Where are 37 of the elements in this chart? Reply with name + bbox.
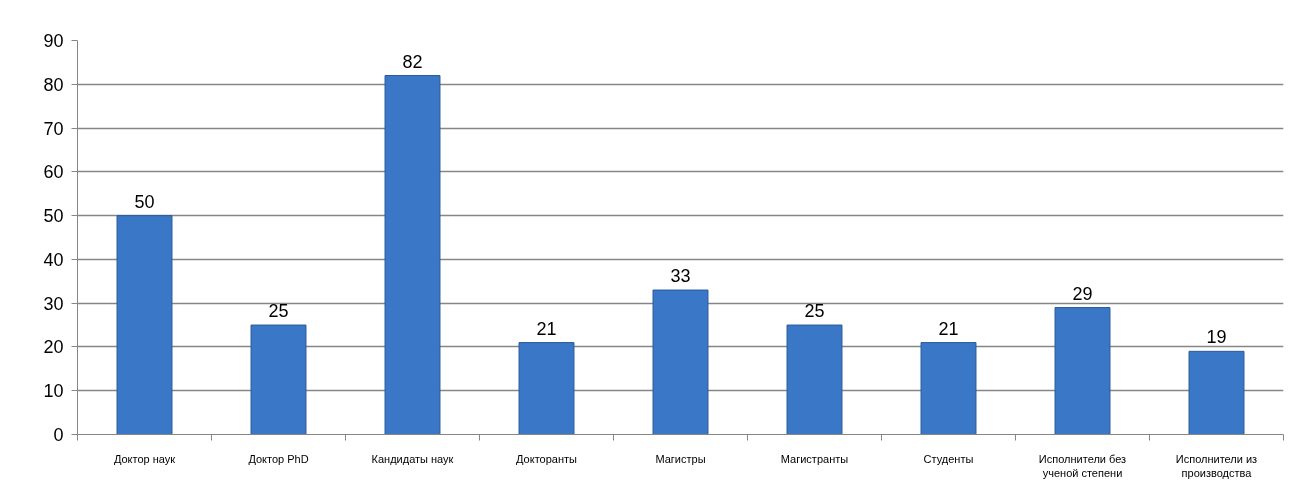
bar <box>652 289 709 435</box>
x-tick-label: Магистранты <box>780 452 849 465</box>
y-tick-label: 40 <box>43 249 64 270</box>
y-tick-label: 60 <box>43 162 64 183</box>
x-tick-label: Исполнители из производства <box>1175 452 1258 479</box>
y-tick-label: 70 <box>43 118 64 139</box>
y-tick-label: 20 <box>43 337 64 358</box>
y-tick-label: 10 <box>43 381 64 402</box>
y-tick-label: 80 <box>43 74 64 95</box>
bar <box>250 324 307 435</box>
x-tick-label: Доктор PhD <box>248 452 309 465</box>
x-tick-label: Кандидаты наук <box>371 452 454 465</box>
data-label: 82 <box>402 51 423 72</box>
bar <box>786 324 843 435</box>
bar <box>384 75 441 435</box>
data-label: 33 <box>670 266 691 287</box>
data-label: 50 <box>134 191 155 212</box>
bar <box>518 342 575 435</box>
bar <box>1188 350 1245 435</box>
bar <box>920 342 977 435</box>
bar <box>116 215 173 435</box>
data-label: 21 <box>536 318 557 339</box>
x-tick-label: Докторанты <box>516 452 578 465</box>
data-label: 19 <box>1206 327 1227 348</box>
bar <box>1054 307 1111 435</box>
data-label: 29 <box>1072 283 1093 304</box>
x-tick-label: Доктор наук <box>113 452 176 465</box>
y-tick-label: 30 <box>43 293 64 314</box>
data-label: 25 <box>268 301 289 322</box>
x-tick-label: Магистры <box>655 452 706 465</box>
y-tick-label: 90 <box>43 31 64 51</box>
y-tick-label: 0 <box>53 425 64 445</box>
data-label: 25 <box>804 301 825 322</box>
data-label: 21 <box>938 318 959 339</box>
x-tick-label: Студенты <box>923 452 974 465</box>
x-tick-label: Исполнители без ученой степени <box>1038 452 1127 479</box>
y-tick-label: 50 <box>43 206 64 227</box>
